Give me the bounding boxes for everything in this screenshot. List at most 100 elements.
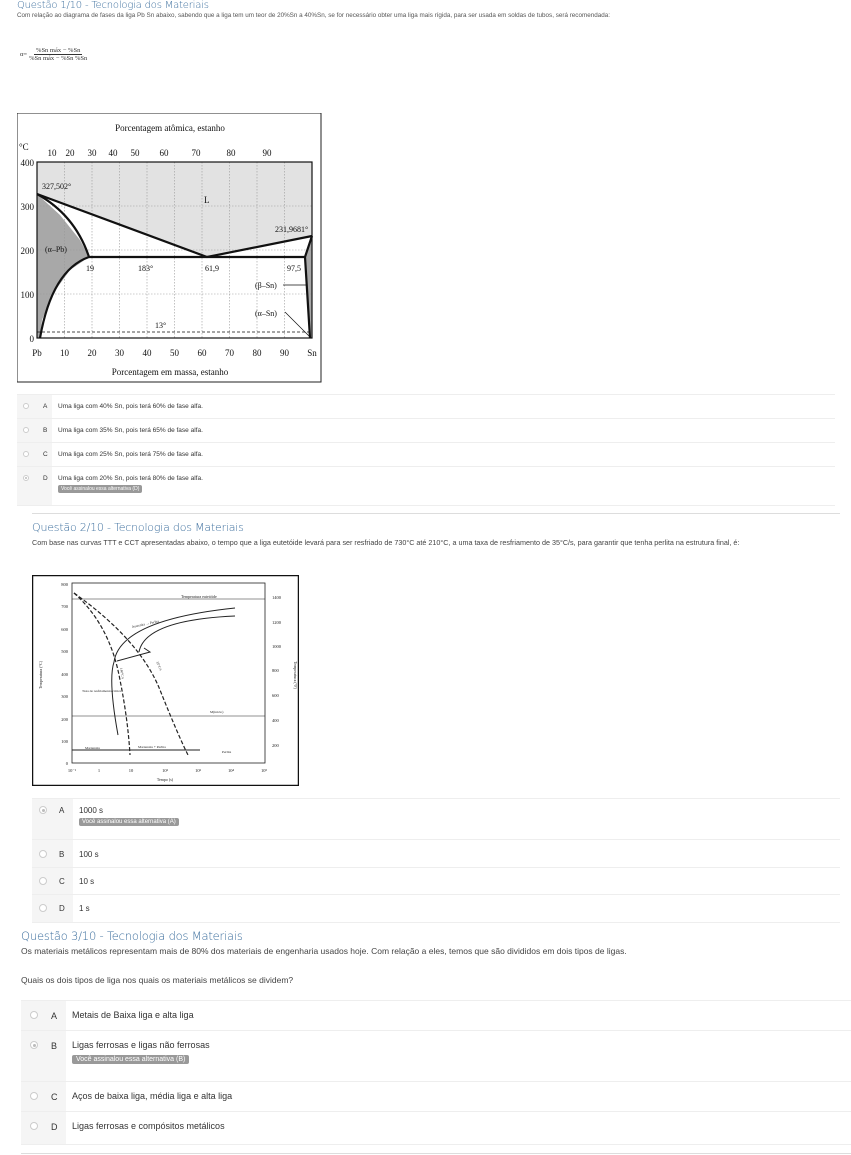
radio-button[interactable] <box>23 427 29 433</box>
option-a[interactable]: A Metais de Baixa liga e alta liga <box>21 1001 851 1031</box>
divider <box>21 1153 851 1154</box>
question-2-options: A 1000 s Você assinalou essa alternativa … <box>32 798 840 923</box>
question-2-text: Com base nas curvas TTT e CCT apresentad… <box>32 538 740 547</box>
question-1-text: Com relação ao diagrama de fases da liga… <box>17 12 610 19</box>
radio-button[interactable] <box>23 451 29 457</box>
option-b[interactable]: B Ligas ferrosas e ligas não ferrosas Voc… <box>21 1031 851 1082</box>
austenite-pearlite-label: Austenita → Perlita <box>131 619 159 629</box>
y2-tick: 1000 <box>272 644 282 649</box>
ttt-cct-diagram: 800 700 600 500 400 300 200 100 0 1400 1… <box>32 575 299 786</box>
option-letter: A <box>43 403 48 410</box>
unit-label: °C <box>19 142 29 152</box>
radio-button[interactable] <box>30 1122 38 1130</box>
x-tick: 80 <box>253 348 263 358</box>
option-text: Ligas ferrosas e compósitos metálicos <box>72 1121 225 1131</box>
divider <box>32 513 840 514</box>
composition-97-5: 97,5 <box>287 264 301 273</box>
radio-button[interactable] <box>39 904 47 912</box>
y-tick: 200 <box>61 717 69 722</box>
x-tick: 10⁴ <box>228 768 235 773</box>
top-tick: 60 <box>160 148 170 158</box>
question-2-title: Questão 2/10 - Tecnologia dos Materiais <box>32 521 244 534</box>
y2-tick: 600 <box>272 693 280 698</box>
option-text: 10 s <box>79 877 95 886</box>
option-text: 100 s <box>79 850 99 859</box>
critical-rate-label: Taxa de resfriamento crítica <box>82 689 122 693</box>
top-tick: 50 <box>131 148 141 158</box>
y-tick: 300 <box>21 202 35 212</box>
formula-numerator: %Sn máx − %Sn <box>34 47 83 55</box>
x-tick: 10 <box>129 768 134 773</box>
composition-19: 19 <box>86 264 94 273</box>
radio-button[interactable] <box>23 403 29 409</box>
option-letter: D <box>59 904 65 913</box>
formula: α= %Sn máx − %Sn %Sn máx − %Sn %Sn <box>20 47 87 62</box>
x-tick: 60 <box>198 348 208 358</box>
option-d[interactable]: D Ligas ferrosas e compósitos metálicos <box>21 1112 851 1144</box>
option-letter: B <box>43 427 48 434</box>
option-d[interactable]: D Uma liga com 20% Sn, pois terá 80% de … <box>17 467 835 505</box>
pearlite-label: Perlita <box>222 750 232 754</box>
x-tick: 1 <box>98 768 100 773</box>
question-3-text: Os materiais metálicos representam mais … <box>21 946 627 956</box>
x-tick: 10⁵ <box>261 768 268 773</box>
y2-tick: 800 <box>272 668 280 673</box>
x-tick: 10 <box>60 348 70 358</box>
sn-melting-label: 231,9681° <box>275 225 308 234</box>
x-tick: 50 <box>170 348 180 358</box>
rate-35-label: 35°C/s <box>155 661 163 672</box>
option-text: Uma liga com 35% Sn, pois terá 65% de fa… <box>58 427 203 434</box>
radio-button[interactable] <box>39 877 47 885</box>
y-tick: 500 <box>61 649 69 654</box>
alpha-pb-label: (α–Pb) <box>45 245 67 254</box>
top-tick: 70 <box>192 148 202 158</box>
top-tick: 30 <box>88 148 98 158</box>
y-tick: 700 <box>61 604 69 609</box>
radio-button[interactable] <box>30 1011 38 1019</box>
option-a[interactable]: A 1000 s Você assinalou essa alternativa … <box>32 799 840 840</box>
option-text: Uma liga com 20% Sn, pois terá 80% de fa… <box>58 475 203 482</box>
x-tick: 40 <box>143 348 153 358</box>
martensite-label: Martensita <box>85 746 100 750</box>
beta-sn-region <box>305 236 312 338</box>
radio-button-selected[interactable] <box>23 475 29 481</box>
option-letter: D <box>43 475 48 482</box>
ms-label: M(início) <box>210 710 224 714</box>
option-c[interactable]: C 10 s <box>32 868 840 895</box>
y2-tick: 1400 <box>272 595 282 600</box>
selected-badge: Você assinalou essa alternativa (D) <box>58 485 143 493</box>
option-letter: C <box>59 877 65 886</box>
x-tick: 10² <box>162 768 169 773</box>
radio-button-selected[interactable] <box>30 1041 38 1049</box>
selected-badge: Você assinalou essa alternativa (A) <box>79 818 179 826</box>
y-tick: 300 <box>61 694 69 699</box>
question-3-prompt: Quais os dois tipos de liga nos quais os… <box>21 975 294 985</box>
top-tick: 80 <box>227 148 237 158</box>
option-text: Uma liga com 40% Sn, pois terá 60% de fa… <box>58 403 203 410</box>
radio-button[interactable] <box>39 850 47 858</box>
selected-badge: Você assinalou essa alternativa (B) <box>72 1055 190 1064</box>
mass-axis-title: Porcentagem em massa, estanho <box>112 367 229 377</box>
eutectic-temp-label: 183° <box>138 264 153 273</box>
option-b[interactable]: B 100 s <box>32 840 840 868</box>
radio-button-selected[interactable] <box>39 806 47 814</box>
top-tick: 90 <box>263 148 273 158</box>
y-tick: 600 <box>61 627 69 632</box>
beta-sn-label: (β–Sn) <box>255 281 277 290</box>
option-c[interactable]: C Aços de baixa liga, média liga e alta … <box>21 1082 851 1112</box>
phase-diagram-pb-sn: Porcentagem atômica, estanho °C 10 20 30… <box>17 113 322 383</box>
option-d[interactable]: D 1 s <box>32 895 840 922</box>
martensite-pearlite-label: Martensita + Perlita <box>138 745 166 749</box>
radio-button[interactable] <box>30 1092 38 1100</box>
option-b[interactable]: B Uma liga com 35% Sn, pois terá 65% de … <box>17 419 835 443</box>
y-tick: 200 <box>21 246 35 256</box>
question-1-title: Questão 1/10 - Tecnologia dos Materiais <box>17 0 209 11</box>
x-tick: Pb <box>32 348 42 358</box>
formula-denominator: %Sn máx − %Sn %Sn <box>29 55 88 62</box>
option-a[interactable]: A Uma liga com 40% Sn, pois terá 60% de … <box>17 395 835 419</box>
x-tick: 30 <box>115 348 125 358</box>
option-letter: C <box>51 1092 58 1102</box>
option-c[interactable]: C Uma liga com 25% Sn, pois terá 75% de … <box>17 443 835 467</box>
liquid-region <box>37 162 312 257</box>
formula-lhs: α= <box>20 51 28 58</box>
